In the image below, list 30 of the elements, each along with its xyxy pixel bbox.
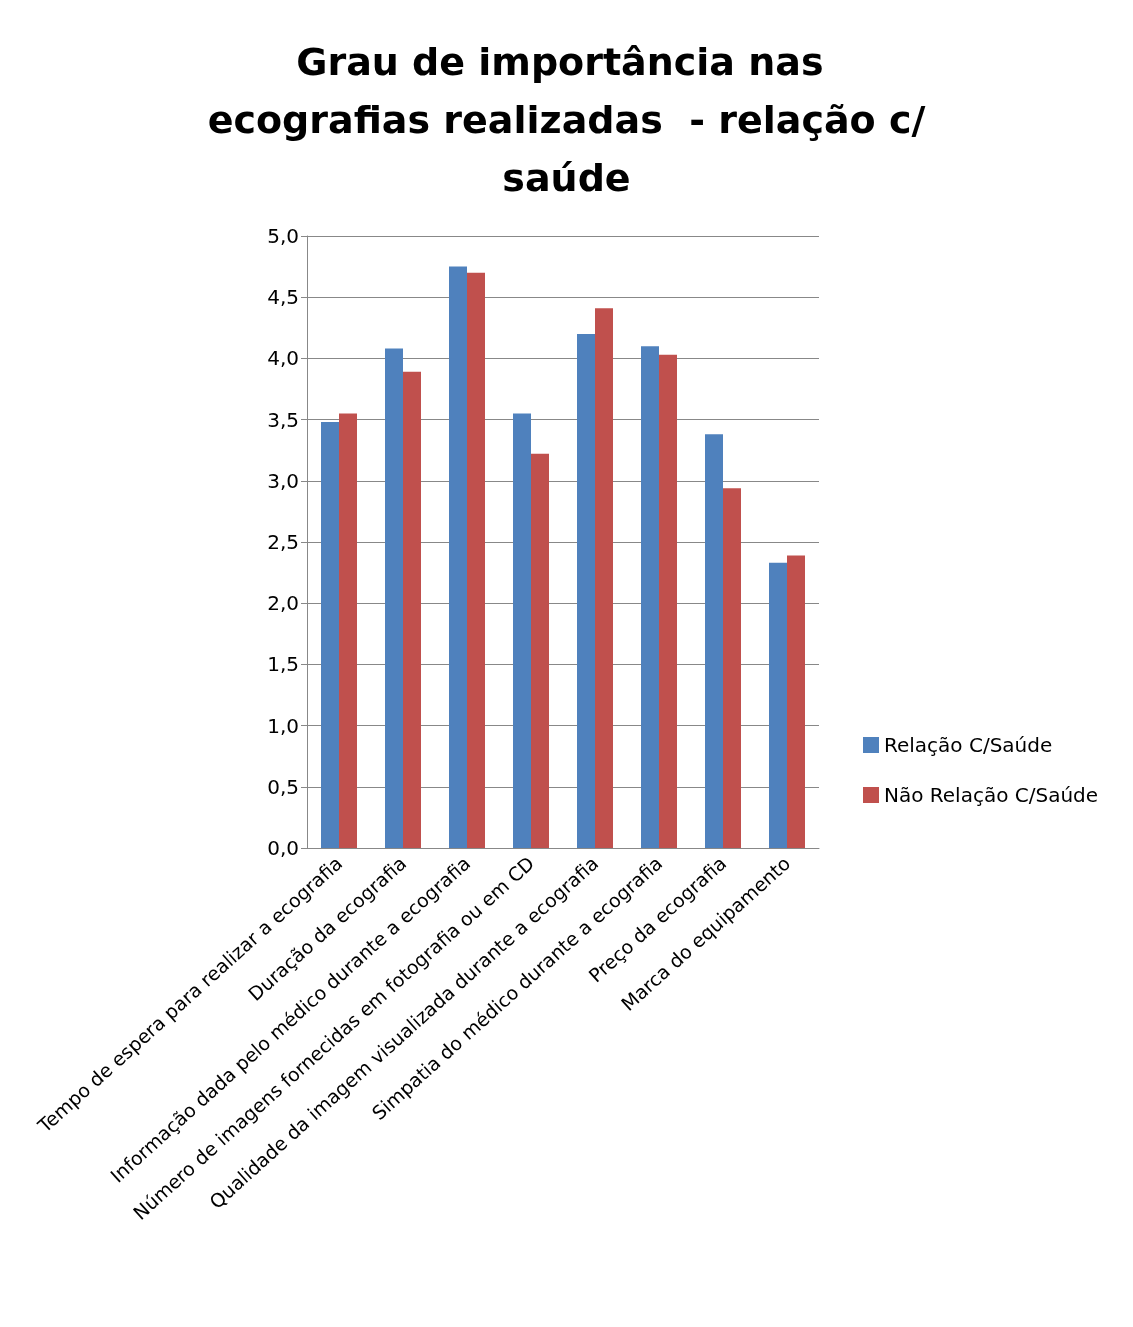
bar bbox=[531, 453, 549, 848]
bar bbox=[403, 371, 421, 848]
legend-label: Não Relação C/Saúde bbox=[884, 783, 1099, 807]
chart-title: Grau de importância nas ecografias realizadas - relação c/saúde bbox=[207, 40, 926, 200]
bar bbox=[339, 413, 357, 848]
bar bbox=[705, 434, 723, 848]
y-tick-label: 0,5 bbox=[267, 774, 299, 799]
y-tick-label: 2,0 bbox=[267, 591, 299, 616]
bar bbox=[513, 413, 531, 848]
y-tick-label: 3,5 bbox=[267, 407, 299, 432]
y-tick-label: 0,0 bbox=[267, 836, 299, 860]
bar bbox=[385, 348, 403, 848]
y-tick-label: 4,5 bbox=[267, 285, 299, 310]
bar bbox=[449, 266, 467, 848]
bar bbox=[467, 272, 485, 848]
bar bbox=[723, 488, 741, 848]
bar bbox=[659, 354, 677, 848]
y-tick-label: 5,0 bbox=[267, 224, 299, 248]
bar bbox=[595, 308, 613, 848]
y-tick-label: 1,5 bbox=[267, 652, 299, 677]
bar bbox=[769, 562, 787, 848]
bar bbox=[787, 555, 805, 848]
bar bbox=[641, 346, 659, 848]
bar bbox=[321, 422, 339, 848]
bar bbox=[577, 333, 595, 848]
y-tick-label: 2,5 bbox=[267, 530, 299, 554]
y-tick-label: 3,0 bbox=[267, 468, 299, 493]
y-tick-label: 1,0 bbox=[267, 713, 299, 738]
y-tick-label: 4,0 bbox=[267, 346, 299, 371]
legend-label: Relação C/Saúde bbox=[884, 733, 1053, 757]
